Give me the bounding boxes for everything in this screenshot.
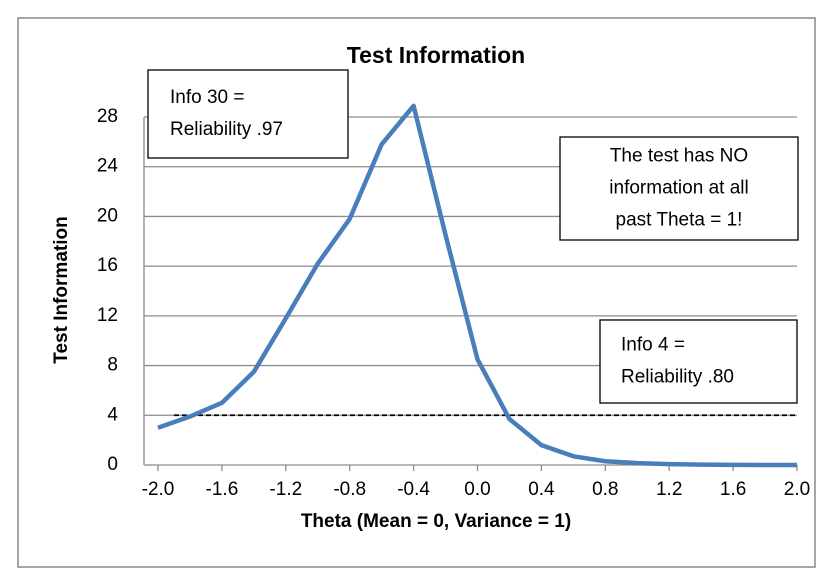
x-tick-label: 0.4 (528, 479, 555, 500)
annotation-box (147, 69, 349, 159)
annotation-text: Reliability .97 (170, 119, 283, 140)
x-tick-label: 0.8 (592, 479, 618, 500)
y-tick-label: 20 (97, 205, 118, 226)
y-tick-label: 16 (97, 255, 118, 276)
chart-title: Test Information (347, 42, 525, 68)
x-tick-label: 0.0 (464, 479, 490, 500)
x-tick-label: 1.2 (656, 479, 682, 500)
y-tick-label: 24 (97, 156, 119, 177)
x-tick-label: -0.8 (333, 479, 366, 500)
data-line (157, 103, 797, 468)
x-tick-label: 1.6 (720, 479, 746, 500)
y-tick-label: 0 (107, 454, 118, 475)
x-axis-label: Theta (Mean = 0, Variance = 1) (301, 511, 571, 532)
annotation-text: Info 30 = (170, 87, 244, 108)
x-tick-label: 2.0 (784, 479, 810, 500)
annotation-box (599, 319, 798, 404)
annotation-box (559, 136, 799, 241)
annotation-text: information at all (609, 178, 748, 199)
y-tick-label: 8 (107, 355, 118, 376)
annotation-text: Info 4 = (621, 335, 685, 356)
y-tick-label: 4 (107, 404, 118, 425)
annotation-text: past Theta = 1! (616, 210, 743, 231)
x-tick-label: -1.6 (206, 479, 239, 500)
y-tick-label: 28 (97, 106, 118, 127)
y-axis-label: Test Information (51, 216, 72, 363)
annotation-text: The test has NO (610, 146, 748, 167)
x-tick-label: -1.2 (269, 479, 302, 500)
x-tick-label: -2.0 (142, 479, 175, 500)
y-tick-label: 12 (97, 305, 118, 326)
annotation-text: Reliability .80 (621, 367, 734, 388)
x-tick-label: -0.4 (397, 479, 430, 500)
